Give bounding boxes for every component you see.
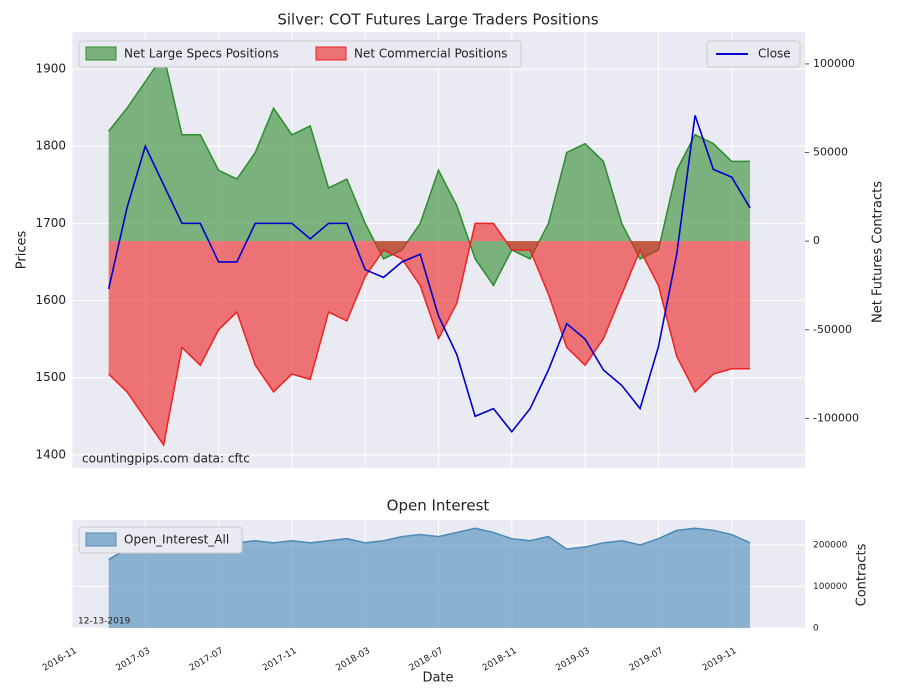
y-tick-label: 1900 [35,62,66,76]
annotation: data: cftc [193,452,250,466]
x-axis-label: Date [422,671,453,686]
y-tick-label: 1500 [35,370,66,384]
x-tick-label: 2017-07 [188,646,226,673]
x-tick-label: 2019-03 [554,646,592,673]
x-tick-label: 2018-03 [334,646,372,673]
x-tick-label: 2017-11 [261,646,299,673]
x-tick-label: 2019-07 [628,646,666,673]
legend-box [706,40,801,68]
price-chart: 1400 1500 1600 1700 1800 1900 -100000 -50000 0 50… [35,32,859,468]
y2-tick-label: -50000 [813,323,852,336]
area-edge [108,222,751,447]
x-tick-label: 2018-11 [481,646,519,673]
x-tick-label: 2019-11 [701,646,739,673]
line [107,115,751,434]
legend-box [78,40,522,68]
y-tick-label: 1400 [35,447,66,461]
y-tick-label: 1600 [35,293,66,307]
legend-label: Net Large Specs Positions [124,47,279,61]
y2-tick-label: 0 [813,624,819,634]
x-tick-label: 2016-11 [41,646,79,673]
y2-axis-label: Contracts [855,543,870,606]
legend: Net Large Specs Positions Net Commercial… [78,40,801,554]
x-tick-label: 2017-03 [114,646,152,673]
legend-swatch [315,46,347,61]
y2-tick-label: 100000 [813,582,848,592]
y2-tick-label: 50000 [813,146,848,159]
chart-title: Open Interest [387,497,490,515]
chart-title: Silver: COT Futures Large Traders Positi… [277,11,598,29]
x-tick-label: 2018-07 [408,646,446,673]
y-tick-label: 1800 [35,139,66,153]
legend-swatch [85,46,117,61]
y2-axis-label: Net Futures Contracts [871,181,886,323]
area [108,223,751,445]
y-axis-label: Prices [15,231,30,270]
area [108,55,751,286]
y2-tick-label: 100000 [813,57,855,70]
legend-swatch [85,532,117,547]
area [108,528,751,628]
y2-tick-label: 0 [813,234,820,247]
legend-label: Close [758,47,791,61]
legend-label: Open_Interest_All [124,533,229,547]
annotation: countingpips.com [82,452,189,466]
annotation: 12-13-2019 [78,617,131,627]
y-tick-label: 1700 [35,216,66,230]
legend-box [78,526,243,554]
y2-tick-label: -100000 [813,411,859,424]
y2-tick-label: 200000 [813,540,848,550]
legend-label: Net Commercial Positions [354,47,507,61]
